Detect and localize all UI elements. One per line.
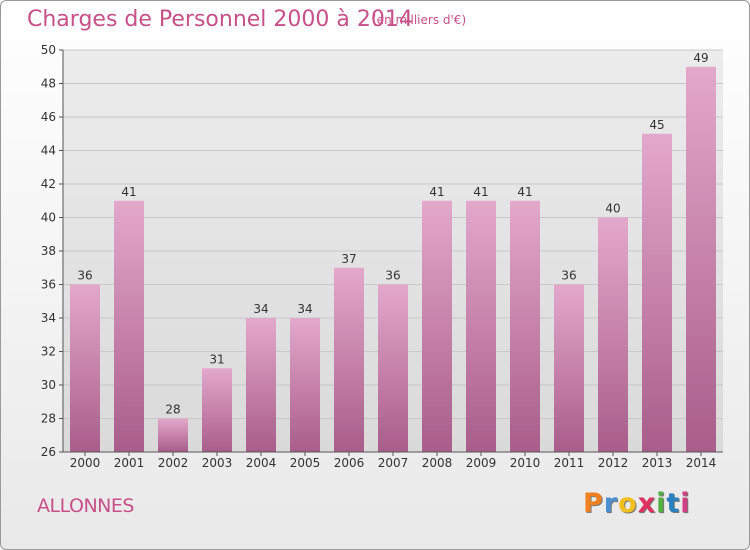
bar-2004 — [246, 318, 276, 452]
x-tick-label: 2008 — [422, 456, 453, 470]
bar-value-label: 40 — [605, 202, 620, 216]
bar-2005 — [290, 318, 320, 452]
bar-value-label: 41 — [429, 185, 444, 199]
bar-2013 — [642, 133, 672, 452]
logo-letter: t — [666, 488, 681, 519]
x-tick-label: 2002 — [158, 456, 189, 470]
y-tick-label: 40 — [41, 211, 56, 225]
y-tick-label: 34 — [41, 311, 56, 325]
x-tick-label: 2006 — [334, 456, 365, 470]
y-tick-label: 50 — [41, 43, 56, 57]
bar-value-label: 36 — [561, 269, 576, 283]
bar-2000 — [70, 284, 100, 452]
bar-2006 — [334, 267, 364, 452]
bar-2010 — [510, 200, 540, 452]
logo-letter: o — [618, 488, 638, 519]
y-tick-label: 42 — [41, 177, 56, 191]
x-tick-label: 2011 — [554, 456, 585, 470]
x-tick-label: 2000 — [70, 456, 101, 470]
y-tick-label: 30 — [41, 378, 56, 392]
bar-value-label: 28 — [165, 403, 180, 417]
bar-value-label: 34 — [253, 302, 268, 316]
bar-value-label: 31 — [209, 352, 224, 366]
commune-name: ALLONNES — [37, 495, 134, 517]
bar-value-label: 41 — [517, 185, 532, 199]
bar-2008 — [422, 200, 452, 452]
bar-value-label: 41 — [473, 185, 488, 199]
bar-value-label: 36 — [385, 269, 400, 283]
y-tick-label: 48 — [41, 77, 56, 91]
bar-value-label: 41 — [121, 185, 136, 199]
x-tick-label: 2014 — [686, 456, 717, 470]
y-tick-label: 36 — [41, 278, 56, 292]
bar-value-label: 37 — [341, 252, 356, 266]
bar-2001 — [114, 200, 144, 452]
bar-value-label: 49 — [693, 51, 708, 65]
bar-2009 — [466, 200, 496, 452]
bar-2002 — [158, 418, 188, 452]
chart-title: Charges de Personnel 2000 à 2014 — [27, 7, 413, 32]
x-tick-label: 2012 — [598, 456, 629, 470]
bar-2003 — [202, 368, 232, 452]
logo-letter: P — [583, 488, 604, 519]
bar-2014 — [686, 66, 716, 452]
logo-letter: i — [656, 488, 667, 519]
x-tick-label: 2009 — [466, 456, 497, 470]
x-tick-label: 2007 — [378, 456, 409, 470]
y-tick-label: 32 — [41, 345, 56, 359]
logo-letter: x — [637, 488, 657, 519]
bar-2007 — [378, 284, 408, 452]
y-tick-label: 44 — [41, 144, 56, 158]
axes: 26 28 30 32 34 36 38 40 42 44 46 48 50 2000 2001 2002 20… — [41, 43, 723, 470]
y-tick-label: 26 — [41, 445, 56, 459]
x-tick-label: 2004 — [246, 456, 277, 470]
bar-2012 — [598, 217, 628, 452]
logo-letter: i — [680, 488, 691, 519]
y-tick-label: 38 — [41, 244, 56, 258]
x-tick-label: 2003 — [202, 456, 233, 470]
bars: 36 41 28 31 34 34 37 36 41 41 41 36 40 45 49 — [70, 51, 716, 452]
bar-2011 — [554, 284, 584, 452]
chart-subtitle: (en milliers d'€) — [372, 13, 467, 27]
proxiti-logo[interactable]: Proxiti — [583, 488, 691, 519]
bar-value-label: 45 — [649, 118, 664, 132]
x-tick-label: 2005 — [290, 456, 321, 470]
x-tick-label: 2013 — [642, 456, 673, 470]
y-tick-label: 28 — [41, 412, 56, 426]
y-tick-label: 46 — [41, 110, 56, 124]
bar-value-label: 34 — [297, 302, 312, 316]
logo-letter: r — [603, 488, 619, 519]
x-tick-label: 2010 — [510, 456, 541, 470]
bar-value-label: 36 — [77, 269, 92, 283]
x-tick-label: 2001 — [114, 456, 145, 470]
